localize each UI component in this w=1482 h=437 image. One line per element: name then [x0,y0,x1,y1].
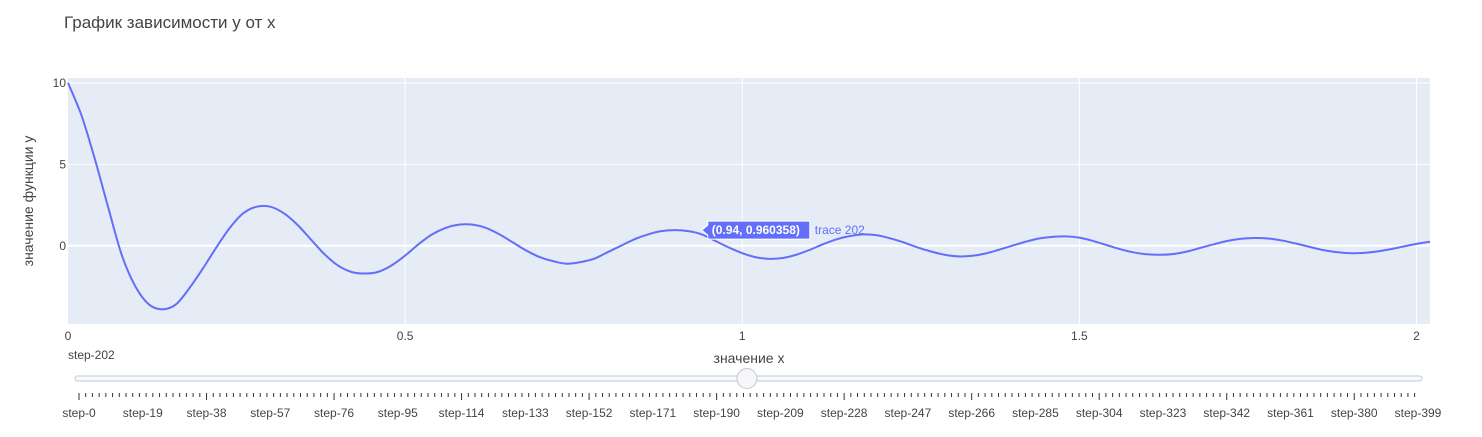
hover-trace-label: trace 202 [815,223,865,237]
slider-tick-label: step-323 [1140,406,1187,420]
slider-tick-label: step-361 [1267,406,1314,420]
slider-tick-label: step-228 [821,406,868,420]
slider-tick-label: step-152 [566,406,613,420]
slider-current-value: step-202 [68,348,115,362]
grid [68,78,1430,324]
slider-tick-label: step-209 [757,406,804,420]
hover-tooltip: (0.94, 0.960358) trace 202 [701,220,865,240]
slider-tick-label: step-380 [1331,406,1378,420]
slider-tick-label: step-190 [693,406,740,420]
slider-tick-label: step-38 [187,406,227,420]
x-tick-label: 0.5 [397,329,414,343]
x-tick-label: 1.5 [1071,329,1088,343]
slider-tick-label: step-0 [62,406,96,420]
slider-tick-label: step-247 [885,406,932,420]
slider-tick-label: step-342 [1203,406,1250,420]
slider-tick-label: step-114 [439,406,485,420]
slider-tick-label: step-76 [314,406,354,420]
y-tick-label: 0 [59,239,66,253]
chart-title: График зависимости y от x [64,13,276,32]
slider-tick-label: step-171 [630,406,677,420]
x-tick-label: 0 [65,329,72,343]
series-line-trace-202[interactable] [67,82,1431,311]
slider-tick-label: step-95 [378,406,418,420]
hover-value-label: (0.94, 0.960358) [712,223,800,237]
slider-tick-label: step-399 [1395,406,1442,420]
slider-tick-label: step-19 [123,406,163,420]
y-axis-ticks: 0 5 10 [53,76,67,253]
x-axis-ticks: 0 0.5 1 1.5 2 [65,329,1421,343]
slider-ticks [78,393,1416,400]
x-tick-label: 1 [739,329,746,343]
y-axis-label: значение функции y [20,136,36,267]
hover-box [701,220,811,240]
y-tick-label: 5 [59,157,66,171]
slider-handle[interactable] [736,368,758,389]
y-tick-label: 10 [53,76,67,90]
x-tick-label: 2 [1413,329,1420,343]
slider-tick-label: step-133 [502,406,549,420]
plot-area[interactable] [68,78,1430,324]
slider-tick-label: step-304 [1076,406,1123,420]
slider-tick-label: step-57 [250,406,290,420]
slider-tick-label: step-266 [948,406,995,420]
x-axis-label: значение x [714,350,785,366]
slider-tick-labels: step-0 step-19 step-38 step-57 step-76 step-9… [62,406,1441,420]
slider-tick-label: step-285 [1012,406,1059,420]
